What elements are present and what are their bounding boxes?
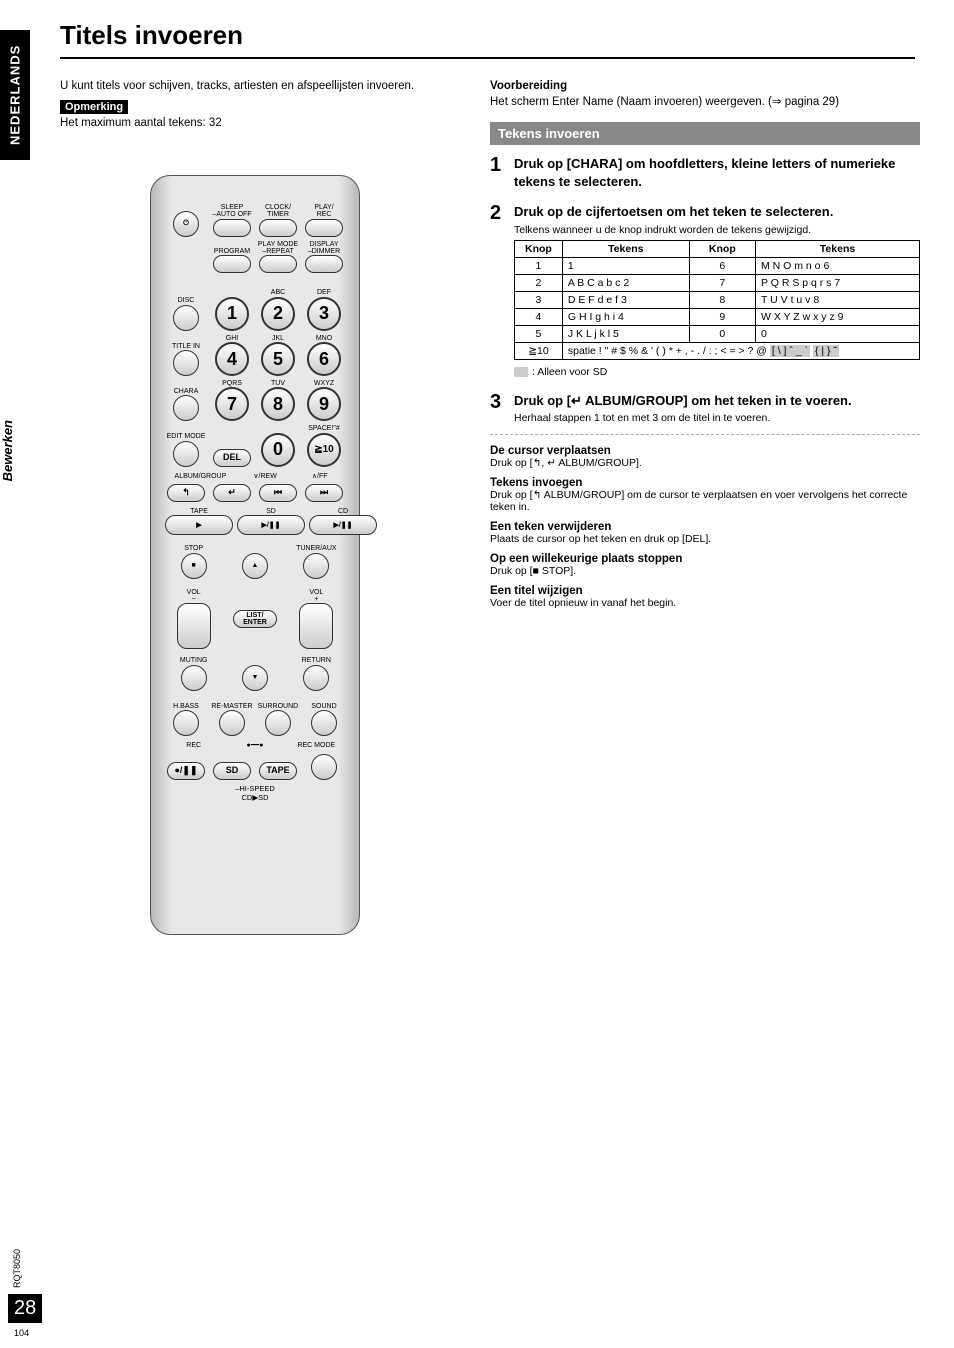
table-cell-text: spatie ! " # $ % & ' ( ) * + , - . / : ;… xyxy=(568,345,767,357)
remote-label: SURROUND xyxy=(258,703,298,710)
page-title: Titels invoeren xyxy=(60,20,915,59)
remote-label: EDIT MODE xyxy=(167,433,206,440)
remote-key-5: 5 xyxy=(261,342,295,376)
remote-label: CD xyxy=(338,508,348,515)
section-bar: Tekens invoeren xyxy=(490,122,920,145)
delete-text: Plaats de cursor op het teken en druk op… xyxy=(490,533,920,545)
remote-label: CHARA xyxy=(174,388,199,395)
remote-label: TUNER/AUX xyxy=(296,545,336,552)
table-header: Knop xyxy=(515,240,563,257)
remote-label: LIST/ ENTER xyxy=(243,612,267,627)
remote-label: CLOCK/ TIMER xyxy=(265,204,291,218)
remote-label: REC xyxy=(186,742,201,749)
remote-label: WXYZ xyxy=(314,380,334,387)
remote-gte10: ≧10 xyxy=(307,433,341,467)
doc-code: RQT8050 xyxy=(12,1249,22,1288)
table-row: 4G H I g h i 49W X Y Z w x y z 9 xyxy=(515,308,920,325)
table-header: Tekens xyxy=(562,240,689,257)
step-number: 2 xyxy=(490,203,514,378)
remote-label: SD xyxy=(266,508,276,515)
note-badge: Opmerking xyxy=(60,100,128,114)
delete-heading: Een teken verwijderen xyxy=(490,521,920,533)
table-row: ≧10 spatie ! " # $ % & ' ( ) * + , - . /… xyxy=(515,342,920,359)
remote-label: TAPE xyxy=(190,508,208,515)
remote-label: ALBUM/GROUP xyxy=(175,473,227,480)
remote-label: GHI xyxy=(226,335,238,342)
table-header: Tekens xyxy=(756,240,920,257)
step-2-sub: Telkens wanneer u de knop indrukt worden… xyxy=(514,224,920,236)
page-number: 28 xyxy=(8,1294,42,1323)
stop-text: Druk op [■ STOP]. xyxy=(490,565,920,577)
remote-label: SPACE!"# xyxy=(308,425,340,432)
remote-key-3: 3 xyxy=(307,297,341,331)
remote-key-7: 7 xyxy=(215,387,249,421)
step-2-title: Druk op de cijfertoetsen om het teken te… xyxy=(514,203,920,221)
remote-label: JKL xyxy=(272,335,284,342)
remote-label: TUV xyxy=(271,380,285,387)
edit-heading: Een titel wijzigen xyxy=(490,585,920,597)
insert-heading: Tekens invoegen xyxy=(490,477,920,489)
remote-sd: SD xyxy=(213,762,251,780)
remote-tape: TAPE xyxy=(259,762,297,780)
remote-label: ABC xyxy=(271,289,285,296)
sub-page-number: 104 xyxy=(14,1328,29,1338)
remote-label: –HI-SPEED CD▶SD xyxy=(165,784,345,802)
table-header: Knop xyxy=(689,240,755,257)
intro-text: U kunt titels voor schijven, tracks, art… xyxy=(60,80,460,92)
table-row: 5J K L j k l 500 xyxy=(515,325,920,342)
edit-text: Voer de titel opnieuw in vanaf het begin… xyxy=(490,597,920,609)
stop-heading: Op een willekeurige plaats stoppen xyxy=(490,553,920,565)
remote-label: ∧/FF xyxy=(312,473,328,480)
insert-text: Druk op [↰ ALBUM/GROUP] om de cursor te … xyxy=(490,489,920,513)
side-tab-language: NEDERLANDS xyxy=(0,30,30,160)
remote-label: VOL + xyxy=(309,589,323,603)
remote-label: H.BASS xyxy=(173,703,199,710)
remote-label: STOP xyxy=(184,545,203,552)
step-3-sub: Herhaal stappen 1 tot en met 3 om de tit… xyxy=(514,412,920,424)
remote-label: DISC xyxy=(178,297,195,304)
step-3-title: Druk op [↵ ALBUM/GROUP] om het teken in … xyxy=(514,392,920,410)
remote-label: ∨/REW xyxy=(253,473,276,480)
remote-label: PQRS xyxy=(222,380,242,387)
remote-label: DISPLAY –DIMMER xyxy=(308,241,340,255)
note-text: Het maximum aantal tekens: 32 xyxy=(60,117,460,129)
remote-del: DEL xyxy=(213,449,251,467)
remote-key-2: 2 xyxy=(261,297,295,331)
step-1-title: Druk op [CHARA] om hoofdletters, kleine … xyxy=(514,155,920,190)
table-row: 2A B C a b c 27P Q R S p q r s 7 xyxy=(515,274,920,291)
remote-label: RE-MASTER xyxy=(211,703,252,710)
remote-key-8: 8 xyxy=(261,387,295,421)
remote-key-9: 9 xyxy=(307,387,341,421)
sd-only-chars: { | } ˜ xyxy=(813,345,839,357)
prep-text: Het scherm Enter Name (Naam invoeren) we… xyxy=(490,94,920,108)
remote-label: DEF xyxy=(317,289,331,296)
remote-label: PLAY MODE –REPEAT xyxy=(258,241,298,255)
step-number: 3 xyxy=(490,392,514,425)
sd-note: : Alleen voor SD xyxy=(514,366,920,378)
remote-label: SLEEP –AUTO OFF xyxy=(212,204,251,218)
remote-key-1: 1 xyxy=(215,297,249,331)
remote-label: MNO xyxy=(316,335,332,342)
remote-label: MUTING xyxy=(180,657,208,664)
remote-key-4: 4 xyxy=(215,342,249,376)
remote-label: PROGRAM xyxy=(214,248,250,255)
cursor-heading: De cursor verplaatsen xyxy=(490,445,920,457)
sd-only-chars: [ \ ] ˆ _ ` xyxy=(770,345,810,357)
step-number: 1 xyxy=(490,155,514,193)
remote-label: RETURN xyxy=(302,657,331,664)
remote-key-6: 6 xyxy=(307,342,341,376)
remote-label: TITLE IN xyxy=(172,343,200,350)
char-table: Knop Tekens Knop Tekens 116M N O m n o 6… xyxy=(514,240,920,360)
remote-label: REC MODE xyxy=(297,742,335,749)
remote-key-0: 0 xyxy=(261,433,295,467)
remote-illustration: ⏻ SLEEP –AUTO OFF CLOCK/ TIMER PLAY/ REC… xyxy=(150,175,360,935)
table-row: 116M N O m n o 6 xyxy=(515,257,920,274)
remote-label: SOUND xyxy=(311,703,336,710)
table-row: 3D E F d e f 38T U V t u v 8 xyxy=(515,291,920,308)
remote-label: PLAY/ REC xyxy=(314,204,333,218)
side-tab-section: Bewerken xyxy=(0,420,30,481)
remote-label: VOL − xyxy=(187,589,201,603)
prep-heading: Voorbereiding xyxy=(490,80,920,92)
cursor-text: Druk op [↰, ↵ ALBUM/GROUP]. xyxy=(490,457,920,469)
